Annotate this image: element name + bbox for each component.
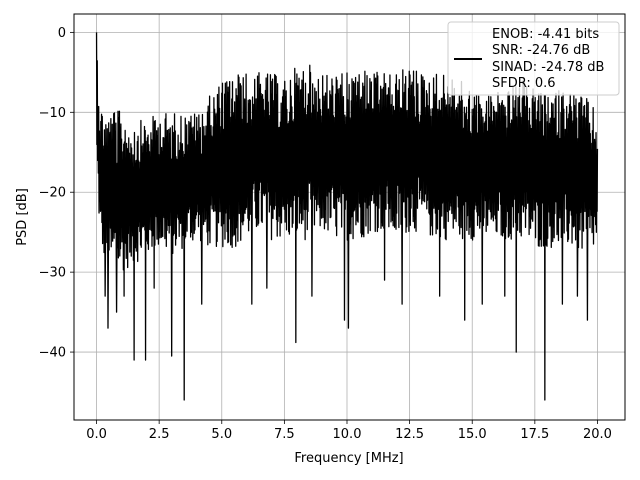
y-tick-label: −20 <box>39 186 66 201</box>
x-tick-label: 15.0 <box>458 427 487 442</box>
y-tick-label: −30 <box>39 266 66 281</box>
legend: ENOB: -4.41 bits SNR: -24.76 dB SINAD: -… <box>447 21 620 96</box>
legend-snr: SNR: -24.76 dB <box>492 43 590 58</box>
x-axis: 0.0 2.5 5.0 7.5 10.0 12.5 15.0 17.5 20.0 <box>86 420 612 442</box>
psd-trace <box>95 32 599 401</box>
x-tick-label: 20.0 <box>583 427 612 442</box>
y-axis: 0 −10 −20 −30 −40 <box>39 26 74 361</box>
x-tick-label: 7.5 <box>274 427 295 442</box>
plot-frame <box>73 13 626 421</box>
x-tick-label: 12.5 <box>395 427 424 442</box>
y-tick-label: −10 <box>39 106 66 121</box>
legend-enob: ENOB: -4.41 bits <box>492 27 599 42</box>
psd-series <box>95 32 599 401</box>
x-tick-label: 0.0 <box>86 427 107 442</box>
legend-box <box>447 21 620 96</box>
x-axis-label: Frequency [MHz] <box>294 451 403 466</box>
y-tick-label: 0 <box>58 26 66 41</box>
y-tick-label: −40 <box>39 346 66 361</box>
x-tick-label: 2.5 <box>149 427 170 442</box>
y-axis-label: PSD [dB] <box>15 188 30 246</box>
legend-sfdr: SFDR: 0.6 <box>492 76 556 91</box>
x-tick-label: 10.0 <box>333 427 362 442</box>
x-tick-label: 5.0 <box>211 427 232 442</box>
legend-sinad: SINAD: -24.78 dB <box>492 60 604 75</box>
x-tick-label: 17.5 <box>520 427 549 442</box>
